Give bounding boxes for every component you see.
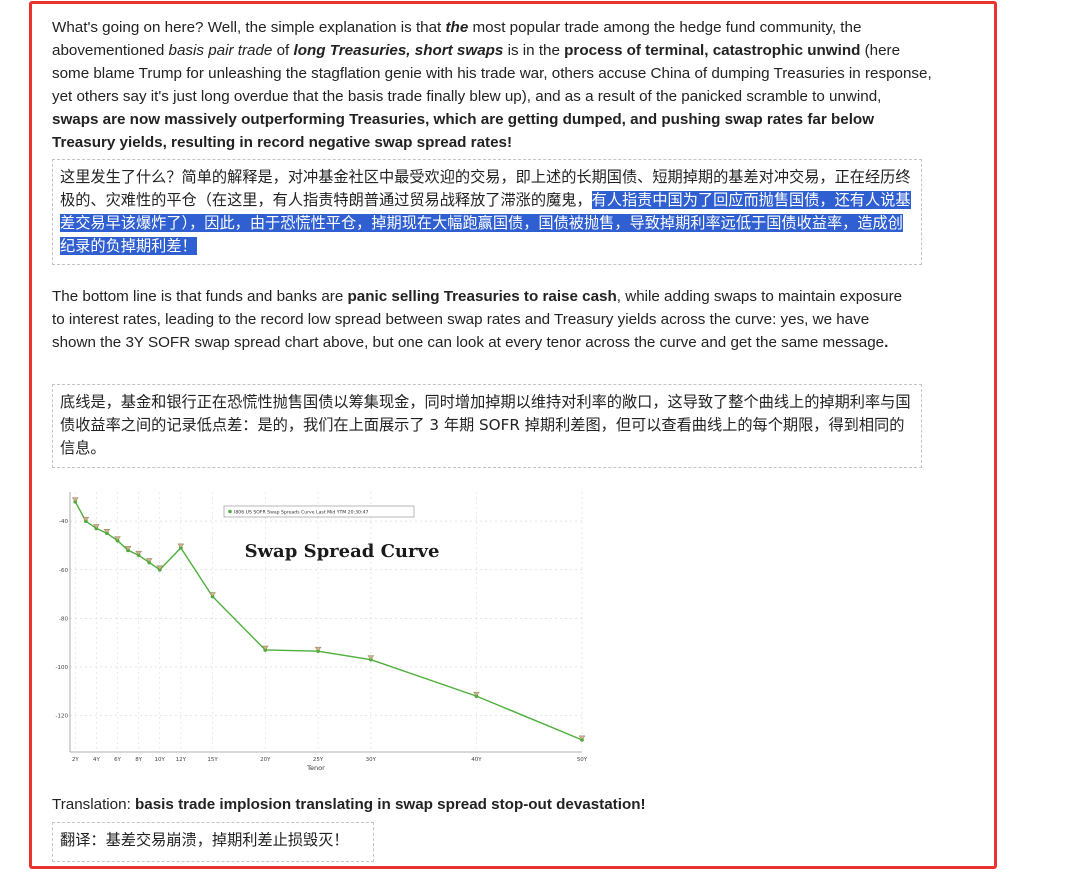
x-tick-label: 25Y [313, 757, 324, 763]
translation-box-2: 底线是，基金和银行正在恐慌性抛售国债以筹集现金，同时增加掉期以维持对利率的敞口，… [52, 384, 922, 468]
highlight-frame [29, 1, 997, 869]
p1-emphasis-the: the [445, 19, 469, 36]
x-tick-label: 6Y [114, 757, 121, 763]
translation-box-1: 这里发生了什么？简单的解释是，对冲基金社区中最受欢迎的交易，即上述的长期国债、短… [52, 159, 922, 265]
x-tick-label: 15Y [207, 757, 218, 763]
data-point-marker [82, 516, 90, 522]
x-tick-label: 12Y [176, 757, 187, 763]
translation-2-text: 底线是，基金和银行正在恐慌性抛售国债以筹集现金，同时增加掉期以维持对利率的敞口，… [60, 393, 911, 457]
legend-swatch [228, 509, 232, 514]
p1-text: most popular trade among the hedge fund … [52, 19, 862, 59]
data-point-marker [473, 691, 480, 697]
p1-long-short: long Treasuries, short swaps [293, 42, 504, 59]
data-point-marker [114, 536, 121, 541]
y-tick-label: -100 [56, 665, 69, 671]
data-point-marker [135, 550, 143, 556]
y-tick-label: -120 [56, 714, 69, 720]
data-point-marker [314, 646, 322, 652]
data-point-marker [92, 524, 100, 529]
paragraph-1: What's going on here? Well, the simple e… [52, 16, 932, 154]
p1-text: (here some blame Trump for unleashing th… [52, 42, 932, 105]
data-point-marker [71, 497, 79, 503]
p2-text: , while adding swaps to maintain exposur… [52, 288, 903, 351]
chart-title: Swap Spread Curve [245, 541, 440, 562]
p3-headline: basis trade implosion translating in swa… [135, 796, 646, 813]
data-point-marker [367, 655, 375, 660]
legend-box [223, 505, 415, 518]
p2-period: . [884, 334, 889, 351]
swap-spread-chart: -40 -60 -80 -100 -120 2Y 4Y 6Y 8Y 10Y 12Y 15Y 20Y 25Y… [52, 486, 592, 778]
x-tick-label: 30Y [366, 757, 377, 763]
p2-text: The bottom line is that funds and banks … [52, 288, 348, 305]
data-point-marker [578, 735, 586, 741]
translation-1-text: 这里发生了什么？简单的解释是，对冲基金社区中最受欢迎的交易，即上述的长期国债、短… [60, 168, 911, 209]
p1-text: of [272, 42, 294, 59]
p3-text: Translation: [52, 796, 136, 813]
data-point-marker [156, 565, 164, 571]
data-point-marker [103, 529, 111, 534]
x-tick-label: 40Y [471, 757, 482, 763]
x-tick-label: 10Y [155, 757, 166, 763]
x-axis-label: Tenor [306, 764, 325, 772]
x-tick-label: 2Y [72, 757, 79, 763]
p1-text: is in the [503, 42, 565, 59]
p1-text: What's going on here? Well, the simple e… [52, 19, 446, 36]
y-tick-label: -80 [59, 616, 68, 622]
data-point-marker [261, 645, 269, 651]
x-tick-label: 4Y [93, 757, 100, 763]
data-point-marker [209, 592, 216, 597]
x-tick-label: 50Y [577, 757, 588, 763]
swap-spread-chart-svg: -40 -60 -80 -100 -120 2Y 4Y 6Y 8Y 10Y 12Y 15Y 20Y 25Y… [52, 486, 592, 778]
data-point-marker [177, 543, 185, 549]
data-point-marker [124, 546, 132, 551]
data-point-marker [145, 558, 153, 563]
p1-unwind: process of terminal, catastrophic unwind [564, 42, 861, 59]
p1-basis-pair-trade: basis pair trade [168, 42, 273, 59]
p1-swaps-outperforming: swaps are now massively outperforming Tr… [52, 111, 875, 151]
y-tick-label: -60 [59, 568, 68, 574]
y-tick-label: -40 [59, 519, 68, 525]
series-line [74, 501, 583, 741]
p2-panic-selling: panic selling Treasuries to raise cash [347, 288, 617, 305]
paragraph-2: The bottom line is that funds and banks … [52, 285, 912, 354]
paragraph-3: Translation: basis trade implosion trans… [52, 793, 932, 816]
x-tick-label: 8Y [135, 757, 142, 763]
x-tick-label: 20Y [260, 757, 271, 763]
translation-box-3: 翻译：基差交易崩溃，掉期利差止损毁灭！ [52, 822, 374, 862]
legend-label: I806 US SOFR Swap Spreads Curve Last Mid… [234, 510, 368, 516]
translation-3-text: 翻译：基差交易崩溃，掉期利差止损毁灭！ [60, 831, 349, 849]
